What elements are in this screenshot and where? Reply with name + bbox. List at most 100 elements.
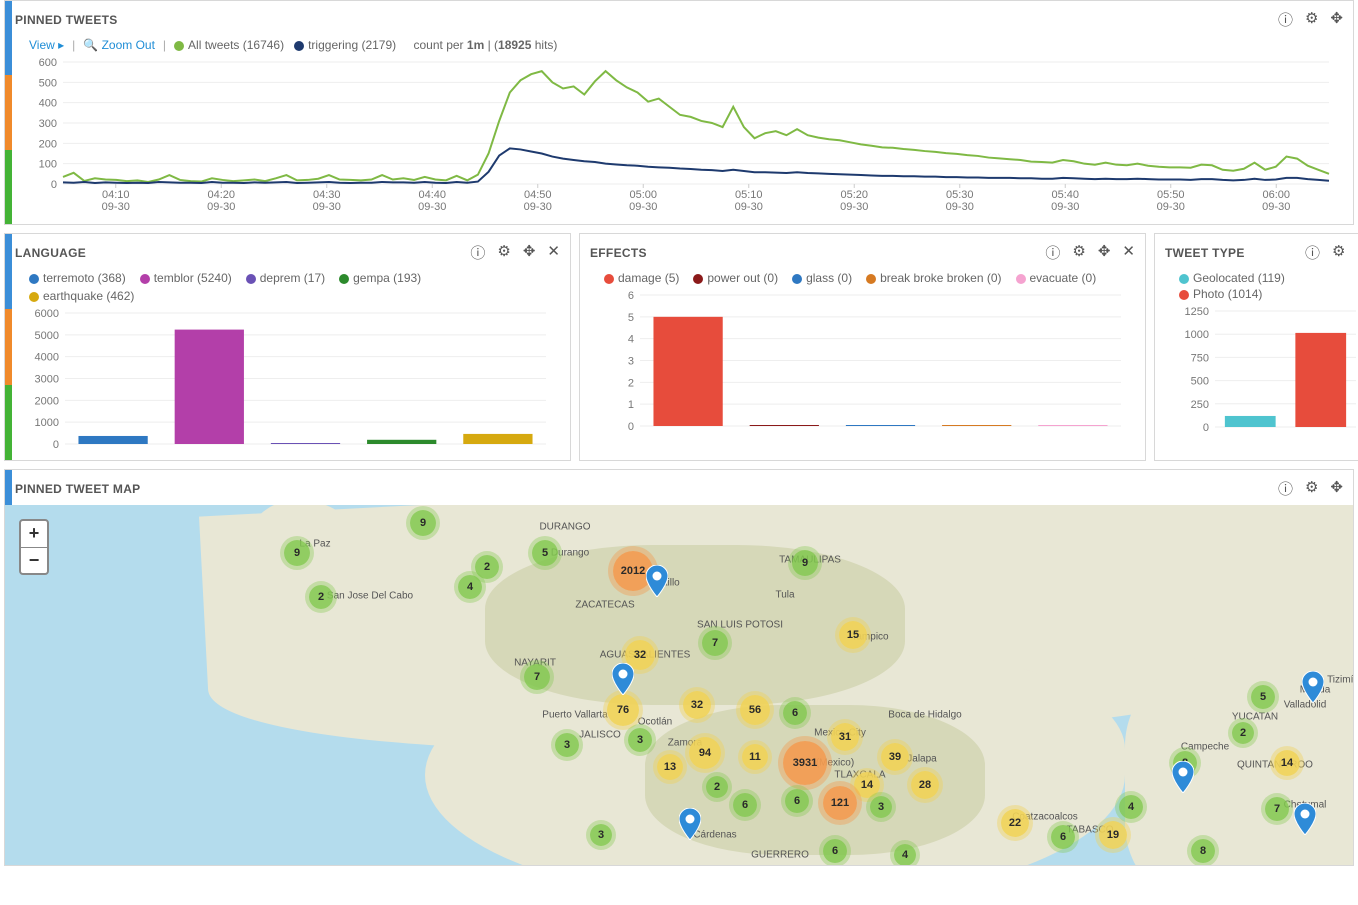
gear-icon[interactable]: ⚙ (1305, 478, 1318, 499)
map-cluster[interactable]: 28 (911, 771, 939, 799)
svg-text:400: 400 (39, 98, 57, 110)
map-cluster[interactable]: 9 (410, 510, 436, 536)
info-icon[interactable]: ⓘ (1045, 242, 1060, 263)
map-cluster[interactable]: 2 (309, 585, 333, 609)
legend-item[interactable]: temblor (5240) (140, 271, 232, 285)
map-cluster[interactable]: 56 (740, 695, 770, 725)
svg-text:4000: 4000 (35, 352, 59, 364)
move-icon[interactable]: ✥ (1330, 478, 1343, 499)
legend-item[interactable]: break broke broken (0) (866, 271, 1001, 285)
move-icon[interactable]: ✥ (1330, 9, 1343, 30)
legend-item[interactable]: damage (5) (604, 271, 679, 285)
gear-icon[interactable]: ⚙ (1305, 9, 1318, 30)
view-menu[interactable]: View ▸ (29, 38, 64, 52)
map-cluster[interactable]: 6 (733, 793, 757, 817)
legend-item[interactable]: glass (0) (792, 271, 852, 285)
map-cluster[interactable]: 7 (702, 630, 728, 656)
svg-text:0: 0 (1203, 422, 1209, 434)
map-label: JALISCO (579, 730, 621, 741)
legend-item[interactable]: earthquake (462) (29, 289, 134, 303)
svg-text:05:00: 05:00 (629, 189, 657, 201)
gear-icon[interactable]: ⚙ (497, 242, 510, 263)
map-cluster[interactable]: 22 (1001, 809, 1029, 837)
map-cluster[interactable]: 9 (284, 540, 310, 566)
svg-text:1: 1 (628, 399, 634, 411)
info-icon[interactable]: ⓘ (1305, 242, 1320, 263)
map-cluster[interactable]: 32 (683, 691, 711, 719)
tweet-type-chart[interactable]: 025050075010001250 (1175, 307, 1358, 437)
map-cluster[interactable]: 2 (475, 555, 499, 579)
map-cluster[interactable]: 15 (839, 621, 867, 649)
map-pin-icon[interactable] (1172, 761, 1194, 793)
legend-item[interactable]: Geolocated (119) (1179, 271, 1285, 285)
zoom-out-button[interactable]: 🔍 Zoom Out (83, 38, 155, 52)
map-cluster[interactable]: 19 (1099, 821, 1127, 849)
map-cluster[interactable]: 4 (458, 575, 482, 599)
map-cluster[interactable]: 2 (1232, 722, 1254, 744)
map-cluster[interactable]: 3 (870, 796, 892, 818)
map-cluster[interactable]: 6 (823, 839, 847, 863)
move-icon[interactable]: ✥ (1098, 242, 1111, 263)
map-cluster[interactable]: 6 (785, 789, 809, 813)
map-cluster[interactable]: 76 (607, 694, 639, 726)
map-label: San Jose Del Cabo (327, 591, 413, 602)
zoom-in-button[interactable]: + (21, 521, 47, 547)
svg-text:0: 0 (51, 179, 57, 191)
info-icon[interactable]: ⓘ (1278, 9, 1293, 30)
panel-title: LANGUAGE (15, 246, 86, 260)
info-icon[interactable]: ⓘ (470, 242, 485, 263)
legend-item[interactable]: gempa (193) (339, 271, 421, 285)
map-pin-icon[interactable] (646, 565, 668, 597)
tweet-map[interactable]: + − DURANGOLa PazSan Jose Del CaboDurang… (5, 505, 1353, 865)
map-cluster[interactable]: 8 (1191, 839, 1215, 863)
timeseries-chart[interactable]: 010020030040050060004:1009-3004:2009-300… (25, 58, 1335, 218)
map-cluster[interactable]: 4 (894, 844, 916, 865)
map-cluster[interactable]: 3931 (783, 741, 827, 785)
legend-item[interactable]: terremoto (368) (29, 271, 126, 285)
map-cluster[interactable]: 14 (1274, 750, 1300, 776)
map-cluster[interactable]: 5 (532, 540, 558, 566)
map-cluster[interactable]: 9 (792, 550, 818, 576)
map-cluster[interactable]: 39 (881, 743, 909, 771)
map-cluster[interactable]: 3 (555, 733, 579, 757)
close-icon[interactable]: ✕ (1122, 242, 1135, 263)
map-pin-icon[interactable] (1302, 671, 1324, 703)
legend-item[interactable]: power out (0) (693, 271, 778, 285)
map-cluster[interactable]: 6 (783, 701, 807, 725)
zoom-out-button[interactable]: − (21, 547, 47, 573)
map-cluster[interactable]: 3 (590, 824, 612, 846)
svg-text:200: 200 (39, 138, 57, 150)
svg-text:09-30: 09-30 (207, 201, 235, 213)
legend-item[interactable]: evacuate (0) (1016, 271, 1097, 285)
map-pin-icon[interactable] (612, 663, 634, 695)
map-cluster[interactable]: 3 (628, 728, 652, 752)
map-pin-icon[interactable] (1294, 803, 1316, 835)
language-chart[interactable]: 0100020003000400050006000 (25, 309, 550, 454)
close-icon[interactable]: ✕ (547, 242, 560, 263)
legend-item[interactable]: All tweets (16746) (174, 38, 284, 52)
legend-item[interactable]: triggering (2179) (294, 38, 396, 52)
move-icon[interactable]: ✥ (523, 242, 536, 263)
map-cluster[interactable]: 14 (854, 772, 880, 798)
gear-icon[interactable]: ⚙ (1072, 242, 1085, 263)
map-cluster[interactable]: 121 (823, 786, 857, 820)
gear-icon[interactable]: ⚙ (1332, 242, 1345, 263)
legend-item[interactable]: Photo (1014) (1179, 287, 1262, 301)
legend-item[interactable]: deprem (17) (246, 271, 325, 285)
map-cluster[interactable]: 13 (657, 754, 683, 780)
map-pin-icon[interactable] (679, 808, 701, 840)
info-icon[interactable]: ⓘ (1278, 478, 1293, 499)
map-cluster[interactable]: 4 (1119, 795, 1143, 819)
effects-chart[interactable]: 0123456 (600, 291, 1125, 436)
map-cluster[interactable]: 31 (831, 723, 859, 751)
map-cluster[interactable]: 7 (1265, 797, 1289, 821)
map-cluster[interactable]: 11 (742, 744, 768, 770)
svg-text:04:40: 04:40 (418, 189, 446, 201)
map-cluster[interactable]: 6 (1051, 825, 1075, 849)
map-cluster[interactable]: 5 (1251, 685, 1275, 709)
map-cluster[interactable]: 7 (524, 664, 550, 690)
svg-text:4: 4 (628, 334, 634, 346)
svg-text:300: 300 (39, 118, 57, 130)
map-cluster[interactable]: 2 (706, 776, 728, 798)
map-cluster[interactable]: 94 (689, 737, 721, 769)
